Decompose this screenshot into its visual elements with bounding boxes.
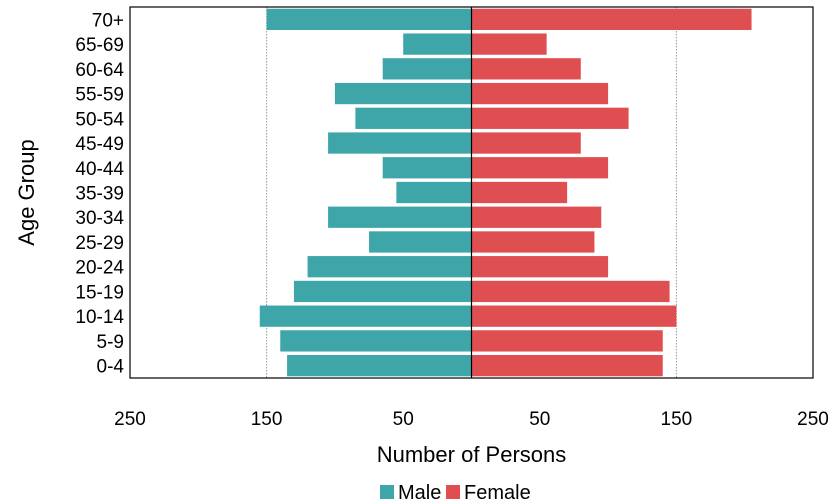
- x-axis-title: Number of Persons: [377, 442, 567, 467]
- x-tick-label: 150: [251, 409, 283, 430]
- bar-male-15-19: [293, 280, 472, 303]
- bar-male-25-29: [369, 231, 472, 253]
- y-tick-labels: 70+ 65-69 60-64 55-59 50-54 45-49 40-44 35-39 30…: [75, 10, 124, 377]
- bar-male-20-24: [307, 256, 472, 278]
- bar-male-50-54: [355, 107, 472, 129]
- legend-label-male: Male: [398, 482, 441, 504]
- y-tick-label: 5-9: [97, 332, 124, 353]
- bar-female-30-34: [471, 206, 602, 228]
- x-tick-label: 50: [529, 409, 550, 430]
- bar-male-0-4: [287, 354, 472, 377]
- y-tick-label: 45-49: [75, 134, 124, 155]
- bar-female-60-64: [471, 58, 581, 80]
- y-tick-label: 15-19: [75, 282, 124, 303]
- bar-male-30-34: [328, 206, 472, 228]
- bar-female-45-49: [471, 132, 581, 154]
- bar-male-65-69: [403, 33, 472, 55]
- legend-swatch-female: [446, 485, 460, 499]
- y-tick-label: 10-14: [75, 307, 124, 328]
- y-tick-label: 60-64: [75, 60, 124, 81]
- bar-female-20-24: [471, 256, 609, 278]
- y-tick-label: 35-39: [75, 184, 124, 205]
- bar-female-15-19: [471, 280, 670, 303]
- bar-female-35-39: [471, 181, 568, 204]
- bar-female-55-59: [471, 82, 609, 105]
- bar-female-5-9: [471, 330, 663, 352]
- y-tick-label: 40-44: [75, 159, 124, 180]
- y-tick-label: 0-4: [97, 357, 125, 378]
- bar-male-10-14: [259, 305, 472, 327]
- x-tick-label: 250: [797, 409, 829, 430]
- legend: Male Female: [380, 482, 531, 504]
- bar-female-65-69: [471, 33, 547, 55]
- y-tick-label: 70+: [92, 10, 124, 31]
- legend-label-female: Female: [464, 482, 531, 504]
- bar-male-45-49: [328, 132, 472, 154]
- y-tick-label: 20-24: [75, 258, 124, 279]
- bar-female-50-54: [471, 107, 629, 129]
- bar-male-60-64: [382, 58, 472, 80]
- bar-female-40-44: [471, 157, 609, 179]
- x-tick-labels: 250 150 50 50 150 250: [114, 409, 829, 430]
- legend-swatch-male: [380, 485, 394, 499]
- y-tick-label: 30-34: [75, 208, 124, 229]
- y-tick-label: 25-29: [75, 233, 124, 254]
- bar-male-70+: [266, 8, 472, 31]
- y-tick-label: 65-69: [75, 35, 124, 56]
- bar-female-0-4: [471, 354, 663, 377]
- x-tick-label: 50: [393, 409, 414, 430]
- y-tick-label: 50-54: [75, 109, 124, 130]
- bar-male-35-39: [396, 181, 472, 204]
- bar-female-70+: [471, 8, 752, 31]
- y-axis-title: Age Group: [14, 139, 39, 245]
- bar-male-5-9: [280, 330, 472, 352]
- x-tick-label: 250: [114, 409, 146, 430]
- y-tick-label: 55-59: [75, 85, 124, 106]
- bar-female-25-29: [471, 231, 595, 253]
- bar-female-10-14: [471, 305, 677, 327]
- bar-male-55-59: [334, 82, 472, 105]
- x-tick-label: 150: [661, 409, 693, 430]
- plot-area-frame: [129, 6, 814, 379]
- bar-male-40-44: [382, 157, 472, 179]
- bars: [259, 8, 752, 377]
